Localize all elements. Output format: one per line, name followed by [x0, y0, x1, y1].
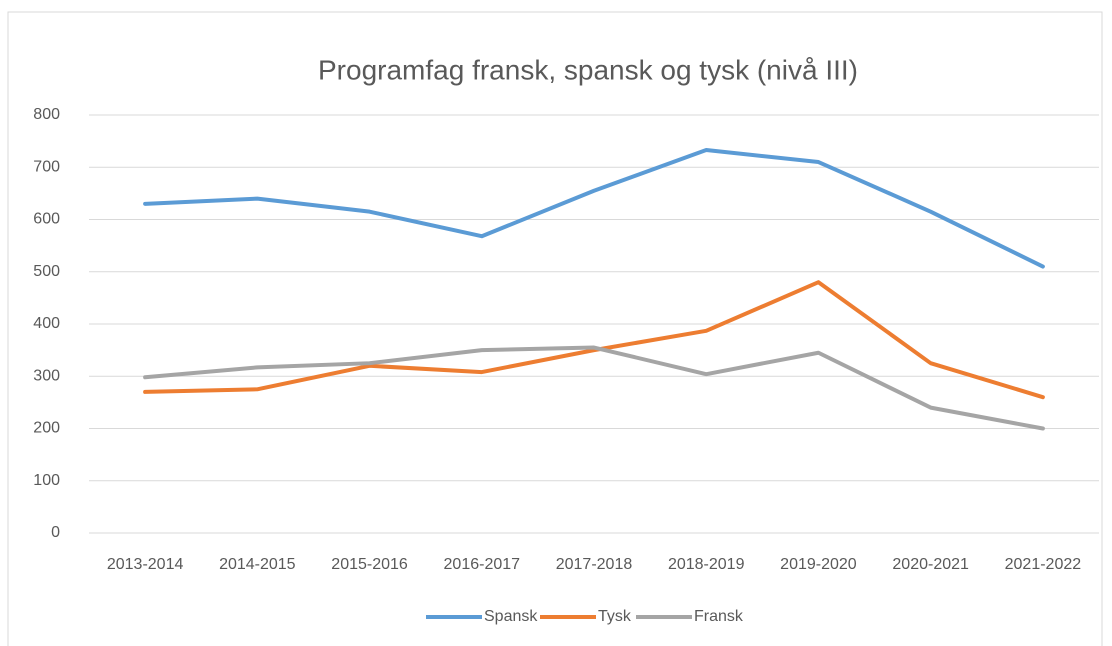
- x-tick-label: 2017-2018: [556, 556, 633, 573]
- x-tick-label: 2016-2017: [444, 556, 521, 573]
- series-line: [143, 148, 1045, 269]
- y-tick-label: 500: [33, 263, 60, 280]
- x-tick-label: 2019-2020: [780, 556, 857, 573]
- y-tick-label: 100: [33, 472, 60, 489]
- x-tick-label: 2020-2021: [892, 556, 969, 573]
- x-tick-label: 2014-2015: [219, 556, 296, 573]
- series-line: [143, 345, 1045, 431]
- x-tick-label: 2021-2022: [1005, 556, 1082, 573]
- legend-label: Fransk: [694, 608, 744, 625]
- y-tick-label: 300: [33, 367, 60, 384]
- y-tick-label: 600: [33, 211, 60, 228]
- y-tick-label: 800: [33, 106, 60, 123]
- x-tick-label: 2015-2016: [331, 556, 408, 573]
- chart-title: Programfag fransk, spansk og tysk (nivå …: [318, 54, 858, 85]
- y-tick-label: 400: [33, 315, 60, 332]
- x-tick-label: 2018-2019: [668, 556, 745, 573]
- legend-label: Tysk: [598, 608, 632, 625]
- legend-label: Spansk: [484, 608, 538, 625]
- y-tick-label: 700: [33, 158, 60, 175]
- x-tick-label: 2013-2014: [107, 556, 184, 573]
- chart-border: [7, 11, 1103, 646]
- series-line: [143, 280, 1045, 400]
- y-tick-label: 200: [33, 420, 60, 437]
- y-tick-label: 0: [51, 524, 60, 541]
